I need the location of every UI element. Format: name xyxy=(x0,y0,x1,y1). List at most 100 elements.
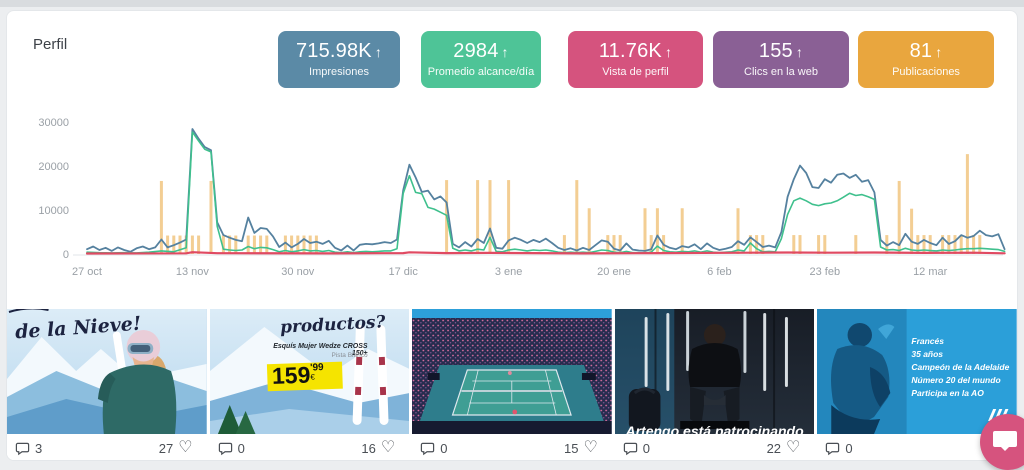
likes-group: 22 ♡ xyxy=(767,440,801,456)
chat-fab-button[interactable] xyxy=(980,414,1024,470)
like-count: 15 xyxy=(563,440,579,456)
kpi-card-impresiones[interactable]: 715.98K ↑ Impresiones xyxy=(278,31,400,88)
product-illustration xyxy=(209,309,410,434)
comment-count: 3 xyxy=(35,440,43,456)
kpi-value: 155 ↑ xyxy=(758,40,804,62)
publication-bar xyxy=(587,208,591,254)
kpi-label: Publicaciones xyxy=(892,66,960,78)
publication-bar xyxy=(755,235,759,254)
comment-count: 0 xyxy=(237,440,245,456)
publication-bar xyxy=(259,235,263,254)
publication-bar xyxy=(941,235,945,254)
kpi-card-clics-web[interactable]: 155 ↑ Clics en la web xyxy=(713,31,849,88)
publication-bar xyxy=(978,235,982,254)
posts-row: de la Nieve! 3 27 ♡ xyxy=(7,309,1017,460)
publication-bar xyxy=(910,208,914,254)
publication-bar xyxy=(575,180,579,254)
kpi-label: Impresiones xyxy=(309,66,369,78)
x-tick-label: 13 nov xyxy=(176,266,210,278)
publication-bar xyxy=(265,235,269,254)
comment-icon xyxy=(15,442,30,455)
publication-bar xyxy=(252,235,256,254)
post-thumbnail-ski-woman[interactable]: de la Nieve! xyxy=(7,309,207,434)
bio-line: Número 20 del mundo xyxy=(911,375,1001,385)
x-tick-label: 3 ene xyxy=(495,266,523,278)
heart-icon: ♡ xyxy=(380,439,396,456)
publication-bar xyxy=(854,235,858,254)
publication-bar xyxy=(314,235,318,254)
kpi-value: 715.98K ↑ xyxy=(295,40,383,62)
likes-group: 27 ♡ xyxy=(158,439,193,456)
publication-bar xyxy=(748,235,752,254)
window-top-strip xyxy=(0,0,1024,7)
publication-bar xyxy=(290,235,294,254)
publication-bar xyxy=(190,235,194,254)
comment-icon xyxy=(420,442,435,455)
likes-group: 15 ♡ xyxy=(563,439,598,456)
y-tick-label: 10000 xyxy=(38,205,69,217)
kpi-card-promedio-alcance[interactable]: 2984 ↑ Promedio alcance/día xyxy=(421,31,541,88)
post-item-2: productos? Esquís Mujer Wedze CROSS 150+… xyxy=(209,309,410,460)
y-tick-label: 30000 xyxy=(38,117,69,129)
publication-bar xyxy=(823,235,827,254)
up-arrow-icon: ↑ xyxy=(795,44,804,60)
publication-bar xyxy=(798,235,802,254)
player-bio-illustration xyxy=(817,309,1017,434)
series-line-vista-de-perfil xyxy=(85,251,1006,255)
x-tick-label: 6 feb xyxy=(707,266,731,278)
post-thumbnail-locker-room[interactable]: Artengo está patrocinando xyxy=(614,309,815,434)
profile-chart[interactable]: 0 10000 20000 30000 27 oct 13 nov 30 nov 17 dic… xyxy=(31,96,1009,278)
post-thumbnail-player-bio[interactable]: Francés 35 años Campeón de la Adelaide N… xyxy=(817,309,1017,434)
price-cents: '99 xyxy=(309,362,324,374)
page-title: Perfil xyxy=(33,36,68,53)
kpi-label: Vista de perfil xyxy=(602,66,669,78)
comments-group: 0 xyxy=(623,441,650,456)
publication-bar xyxy=(953,235,957,254)
x-tick-label: 30 nov xyxy=(281,266,315,278)
comment-count: 0 xyxy=(642,440,651,456)
kpi-label: Promedio alcance/día xyxy=(427,66,535,78)
publication-bar xyxy=(234,235,238,254)
kpi-card-publicaciones[interactable]: 81 ↑ Publicaciones xyxy=(858,31,994,88)
chat-bubble-icon xyxy=(993,431,1017,451)
likes-group: 16 ♡ xyxy=(361,439,396,456)
x-tick-label: 27 oct xyxy=(72,266,102,278)
comment-icon xyxy=(826,442,840,455)
publication-bar xyxy=(507,180,511,254)
bio-line: Participa en la AO xyxy=(911,388,984,398)
publication-bar xyxy=(761,235,765,254)
publication-bar xyxy=(302,235,306,254)
price-euros: 159 xyxy=(271,361,311,389)
x-tick-label: 20 ene xyxy=(597,266,631,278)
post-stats: 0 15 ♡ xyxy=(412,434,612,460)
publication-bar xyxy=(897,180,901,254)
x-tick-label: 17 dic xyxy=(389,266,419,278)
bio-line: Francés xyxy=(911,336,944,346)
comment-count: 0 xyxy=(440,440,448,456)
comment-count: 0 xyxy=(845,440,853,456)
up-arrow-icon: ↑ xyxy=(935,44,943,60)
locker-room-illustration xyxy=(614,309,815,434)
heart-icon: ♡ xyxy=(178,439,193,456)
heart-icon: ♡ xyxy=(583,439,598,456)
publication-bar xyxy=(817,235,821,254)
publication-bar xyxy=(965,154,969,254)
kpi-card-vista-perfil[interactable]: 11.76K ↑ Vista de perfil xyxy=(568,31,703,88)
bio-line: Campeón de la Adelaide xyxy=(911,362,1010,372)
post-stats: 3 27 ♡ xyxy=(7,434,207,460)
post-thumbnail-ski-product[interactable]: productos? Esquís Mujer Wedze CROSS 150+… xyxy=(209,309,410,434)
publication-bar xyxy=(166,235,170,254)
x-tick-label: 23 feb xyxy=(810,266,841,278)
like-count: 27 xyxy=(158,440,174,456)
publication-bar xyxy=(197,235,201,254)
publication-bar xyxy=(643,208,647,254)
profile-panel: Perfil 715.98K ↑ Impresiones 2984 ↑ Promed… xyxy=(6,10,1018,461)
publication-bar xyxy=(928,235,932,254)
comment-icon xyxy=(218,442,232,455)
publication-bar xyxy=(959,235,963,254)
stadium-illustration xyxy=(412,309,612,434)
publication-bar xyxy=(922,235,926,254)
post-thumbnail-tennis-stadium[interactable] xyxy=(412,309,612,434)
publication-bar xyxy=(606,235,610,254)
up-arrow-icon: ↑ xyxy=(664,44,673,60)
